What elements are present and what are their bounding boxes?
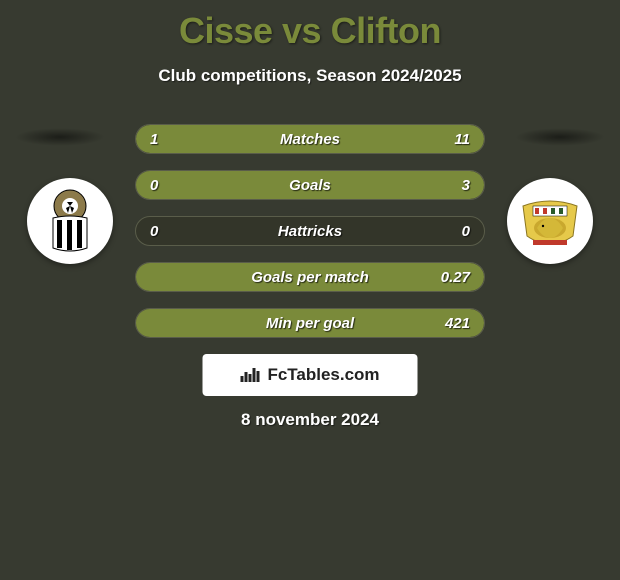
stat-label: Min per goal — [136, 315, 484, 332]
subtitle: Club competitions, Season 2024/2025 — [0, 66, 620, 86]
shadow-left — [15, 128, 105, 146]
stat-label: Hattricks — [136, 223, 484, 240]
stat-right-value: 3 — [462, 177, 470, 194]
stat-label: Goals per match — [136, 269, 484, 286]
chart-icon — [240, 368, 259, 382]
stat-label: Matches — [136, 131, 484, 148]
stat-row: Goals per match0.27 — [135, 262, 485, 292]
stat-row: Min per goal421 — [135, 308, 485, 338]
stat-right-value: 0 — [462, 223, 470, 240]
stat-label: Goals — [136, 177, 484, 194]
doncaster-rovers-badge-icon — [513, 184, 587, 258]
stat-row: 1Matches11 — [135, 124, 485, 154]
team-badge-right — [507, 178, 593, 264]
branding-badge: FcTables.com — [203, 354, 418, 396]
notts-county-badge-icon — [35, 186, 105, 256]
branding-text: FcTables.com — [267, 365, 379, 385]
team-badge-left — [27, 178, 113, 264]
page-title: Cisse vs Clifton — [0, 0, 620, 52]
date-label: 8 november 2024 — [0, 410, 620, 430]
stat-right-value: 421 — [445, 315, 470, 332]
stat-right-value: 11 — [454, 131, 470, 148]
stat-row: 0Hattricks0 — [135, 216, 485, 246]
stat-right-value: 0.27 — [441, 269, 470, 286]
shadow-right — [515, 128, 605, 146]
stat-row: 0Goals3 — [135, 170, 485, 200]
stats-container: 1Matches110Goals30Hattricks0Goals per ma… — [135, 124, 485, 354]
